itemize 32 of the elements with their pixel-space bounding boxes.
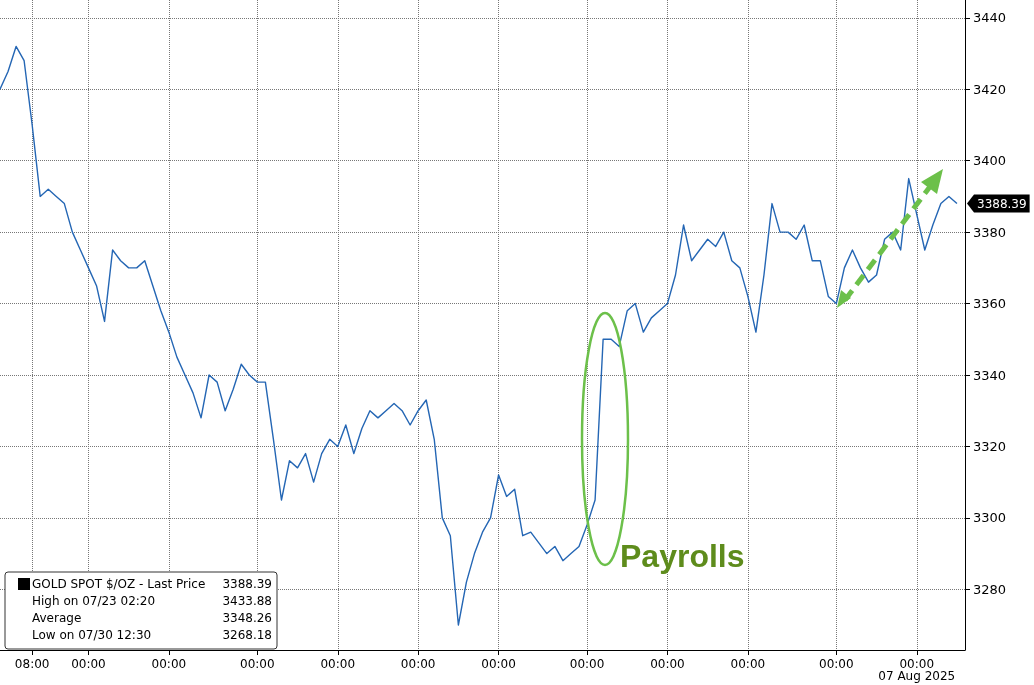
annotation: 3348.26 xyxy=(222,611,272,625)
y-tick-label: 3280 xyxy=(973,581,1007,597)
y-tick-label: 3340 xyxy=(973,367,1007,383)
x-tick-label: 00:00 xyxy=(151,657,187,671)
x-tick-label: 00:00 xyxy=(71,657,106,671)
y-tick-label: 3420 xyxy=(973,81,1007,97)
x-tick-label: 00:00 xyxy=(819,657,854,671)
annotation: Average xyxy=(32,611,82,625)
y-tick-label: 3440 xyxy=(973,10,1007,26)
x-tick-label: 00:00 07 Aug 2025 xyxy=(878,657,956,683)
y-tick-label: 3360 xyxy=(973,296,1007,312)
y-tick-label: 3300 xyxy=(973,510,1007,526)
y-tick-label: 3320 xyxy=(973,438,1007,454)
x-tick-label: 00:00 xyxy=(240,657,275,671)
x-tick-label: 00:00 xyxy=(730,657,766,671)
annotation: GOLD SPOT $/OZ - Last Price xyxy=(32,577,206,591)
annotation: 3388.39 xyxy=(222,577,272,591)
annotation: High on 07/23 02:20 xyxy=(32,594,156,608)
annotation: 3433.88 xyxy=(222,594,272,608)
annotation: 3268.18 xyxy=(222,628,272,642)
text: 3388.39 xyxy=(977,196,1027,211)
annotation: Low on 07/30 12:30 xyxy=(32,628,152,642)
x-tick-label: 00:00 xyxy=(650,657,685,671)
x-tick-label: 08:00 xyxy=(14,657,50,671)
x-tick-label: 00:00 xyxy=(569,657,605,671)
line-series xyxy=(0,45,958,626)
y-tick-label: 3400 xyxy=(973,153,1007,169)
y-tick-label: 3380 xyxy=(973,224,1007,240)
x-tick-label: 00:00 xyxy=(320,657,356,671)
x-tick-label: 00:00 xyxy=(400,657,436,671)
x-tick-label: 00:00 xyxy=(481,657,516,671)
annotation: Payrolls xyxy=(620,538,745,574)
